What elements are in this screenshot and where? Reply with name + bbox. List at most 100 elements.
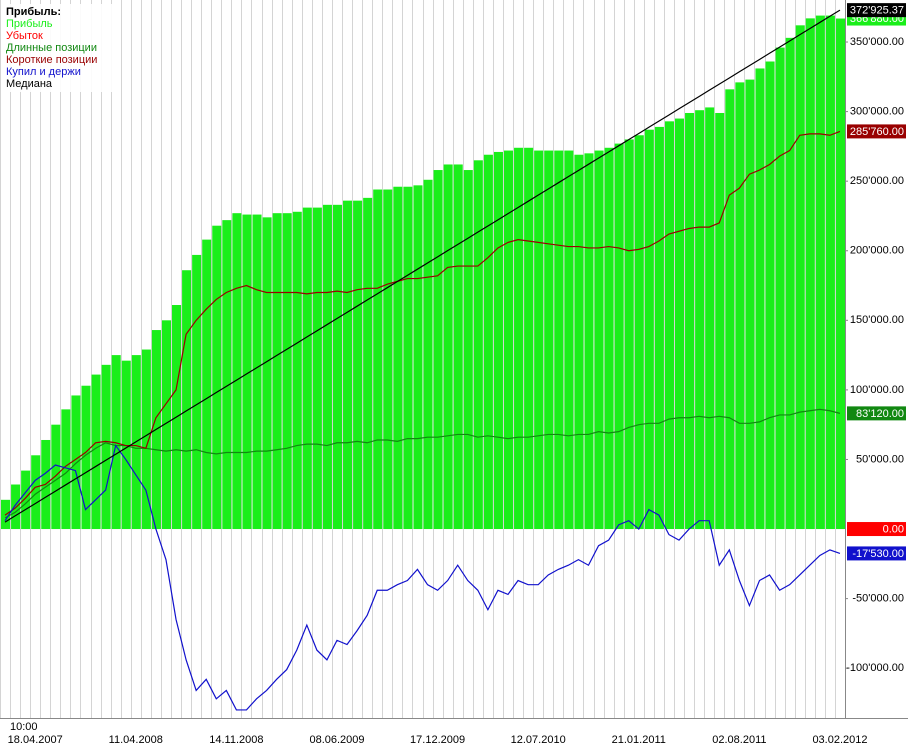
- value-tag: [847, 522, 906, 537]
- bar: [242, 214, 252, 530]
- x-tick-label: 11.04.2008: [109, 734, 163, 746]
- value-tag-label: -17'530.00: [852, 548, 904, 560]
- bar: [594, 150, 604, 530]
- value-tag-label: 83'120.00: [856, 408, 904, 420]
- bar: [51, 424, 61, 530]
- x-tick-label: 18.04.2007: [8, 734, 63, 746]
- bar: [292, 211, 302, 530]
- y-tick-label: 50'000.00: [856, 453, 904, 465]
- bar: [312, 207, 322, 530]
- bar: [584, 153, 594, 530]
- bar: [805, 18, 815, 530]
- legend-entry: Купил и держи: [6, 66, 81, 78]
- y-tick-label: 150'000.00: [850, 314, 904, 326]
- bar: [463, 170, 473, 530]
- bar: [614, 143, 624, 530]
- bar: [353, 200, 363, 530]
- bar: [373, 189, 383, 530]
- bar: [503, 150, 514, 530]
- bar: [161, 320, 172, 530]
- bar: [232, 213, 242, 530]
- bar: [322, 204, 332, 530]
- bar: [31, 455, 41, 530]
- bar: [252, 214, 262, 530]
- axis: -100'000.00 -50'000.00 50'000.00 100'000.00…: [8, 36, 904, 746]
- x-tick-label: 08.06.2009: [309, 734, 364, 746]
- bar: [654, 126, 664, 530]
- bar: [332, 204, 343, 530]
- bar: [775, 47, 785, 530]
- x-tick-label: 12.07.2010: [511, 734, 566, 746]
- bar: [473, 160, 483, 530]
- bar: [363, 197, 373, 530]
- bar: [212, 225, 222, 530]
- x-time-label: 10:00: [10, 721, 38, 733]
- y-tick-label: -100'000.00: [846, 662, 904, 674]
- bar: [544, 150, 554, 530]
- value-tag: [847, 546, 906, 561]
- value-tag: [847, 406, 906, 421]
- bar: [483, 154, 493, 530]
- bar: [272, 213, 282, 530]
- bar: [835, 18, 845, 530]
- bar: [383, 189, 393, 530]
- bar: [564, 150, 574, 530]
- y-tick-label: 250'000.00: [850, 175, 904, 187]
- bar: [71, 395, 81, 530]
- bar: [715, 112, 725, 530]
- y-tick-label: 350'000.00: [850, 36, 904, 48]
- x-tick-label: 14.11.2008: [209, 734, 263, 746]
- line: [4, 9, 841, 523]
- line: [4, 444, 841, 711]
- bar: [282, 213, 292, 530]
- bar: [202, 239, 212, 530]
- bar: [765, 61, 775, 530]
- bar: [524, 147, 534, 530]
- bar: [664, 121, 674, 530]
- line: [4, 130, 841, 516]
- value-tag-label: 0.00: [883, 523, 904, 535]
- bar: [423, 179, 433, 530]
- bar: [302, 207, 312, 530]
- bar: [192, 254, 202, 530]
- bar: [795, 25, 805, 530]
- legend-entry: Короткие позиции: [6, 54, 97, 66]
- bar: [825, 15, 835, 530]
- lines: [4, 9, 841, 711]
- bar: [433, 170, 443, 530]
- bar: [634, 135, 644, 530]
- bar: [514, 147, 524, 530]
- x-tick-label: 17.12.2009: [410, 734, 465, 746]
- bar: [393, 186, 403, 530]
- bar: [11, 484, 21, 530]
- bar: [554, 150, 564, 530]
- bar: [121, 360, 131, 530]
- x-tick-label: 21.01.2011: [612, 734, 666, 746]
- bar: [343, 200, 353, 530]
- bar: [685, 112, 695, 530]
- bar: [413, 185, 423, 530]
- bar: [61, 409, 71, 530]
- bar: [534, 150, 544, 530]
- bar: [735, 82, 745, 530]
- legend-entry: Прибыль: [6, 18, 53, 30]
- bar: [101, 364, 111, 530]
- x-tick-label: 03.02.2012: [812, 734, 867, 746]
- bar: [725, 89, 735, 530]
- bar: [815, 15, 825, 530]
- bars: [1, 15, 845, 530]
- bar: [574, 154, 584, 530]
- bar: [182, 270, 192, 530]
- bar: [81, 385, 91, 530]
- bar: [674, 118, 685, 530]
- x-tick-label: 02.08.2011: [712, 734, 766, 746]
- legend-entry: Убыток: [6, 30, 43, 42]
- bar: [705, 107, 715, 530]
- bar: [695, 110, 705, 530]
- bar: [493, 151, 503, 530]
- legend-entry: Медиана: [6, 78, 53, 90]
- bar: [111, 355, 121, 530]
- y-tick-label: 100'000.00: [850, 384, 904, 396]
